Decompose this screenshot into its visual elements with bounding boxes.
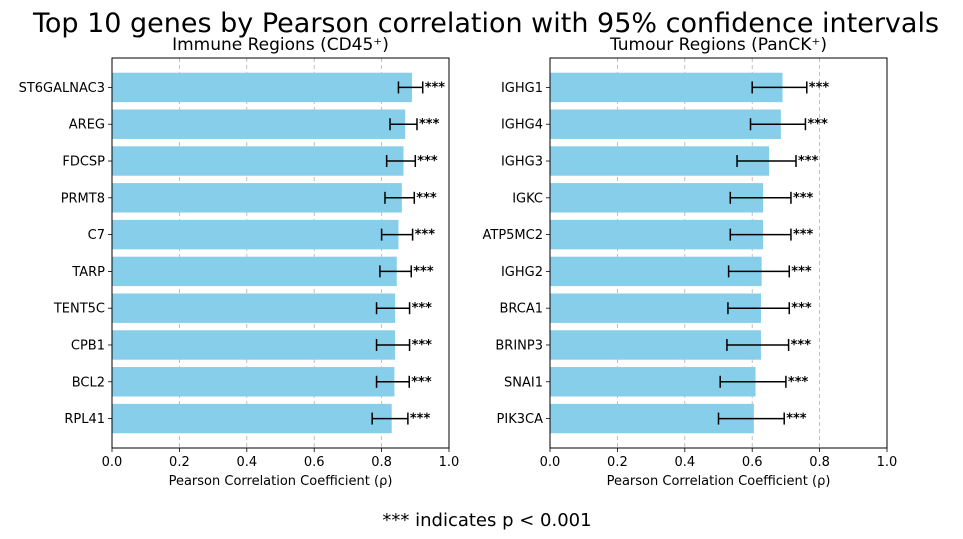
significance-label: *** <box>809 80 830 95</box>
immune-chart: Immune Regions (CD45⁺) 0.0 0.2 0.4 0.6 0.8 1.0… <box>19 35 460 489</box>
bar-brinp3 <box>550 330 761 360</box>
bar-prmt8 <box>112 183 402 213</box>
x-tick-label: 0.4 <box>674 455 695 470</box>
significance-label: *** <box>416 191 437 206</box>
significance-label: *** <box>419 117 440 132</box>
significance-label: *** <box>410 412 431 427</box>
bar-tarp <box>112 256 397 287</box>
significance-label: *** <box>793 228 814 243</box>
significance-label: *** <box>791 338 812 353</box>
category-label: FDCSP <box>62 155 105 170</box>
category-label: PRMT8 <box>61 191 105 206</box>
x-tick-label: 0.0 <box>540 455 561 470</box>
category-label: IGHG4 <box>501 118 543 133</box>
bar-bcl2 <box>112 367 395 397</box>
panel-title: Tumour Regions (PanCK⁺) <box>609 35 827 55</box>
x-tick-label: 0.6 <box>304 455 325 470</box>
bar-ighg4 <box>550 109 781 139</box>
significance-label: *** <box>411 375 432 390</box>
category-label: IGKC <box>512 191 543 206</box>
bar-rpl41 <box>112 403 392 434</box>
category-label: IGHG3 <box>501 155 543 170</box>
bar-fdcsp <box>112 146 404 176</box>
bar-atp5mc2 <box>550 219 763 250</box>
bar-brca1 <box>550 293 761 323</box>
significance-label: *** <box>791 301 812 316</box>
category-label: ST6GALNAC3 <box>19 81 105 96</box>
significance-label: *** <box>415 228 436 243</box>
tumour-chart: Tumour Regions (PanCK⁺) 0.0 0.2 0.4 0.6 0.8 1.… <box>483 35 898 489</box>
significance-label: *** <box>413 264 434 279</box>
x-tick-label: 0.4 <box>236 455 257 470</box>
figure-title: Top 10 genes by Pearson correlation with… <box>32 8 939 39</box>
category-label: RPL41 <box>64 412 105 427</box>
category-label: BCL2 <box>72 375 105 390</box>
bar-areg <box>112 109 406 139</box>
x-tick-label: 1.0 <box>439 455 460 470</box>
bar-tent5c <box>112 293 396 323</box>
x-axis-label: Pearson Correlation Coefficient (ρ) <box>607 474 831 489</box>
x-tick-label: 0.2 <box>607 455 628 470</box>
category-label: BRCA1 <box>499 302 543 317</box>
x-tick-label: 0.0 <box>102 455 123 470</box>
panel-title: Immune Regions (CD45⁺) <box>172 35 389 55</box>
bar-ighg1 <box>550 72 783 103</box>
bar-cpb1 <box>112 330 396 360</box>
category-label: TENT5C <box>53 302 105 317</box>
significance-footnote: *** indicates p < 0.001 <box>382 510 591 531</box>
category-label: C7 <box>88 228 105 243</box>
x-axis-label: Pearson Correlation Coefficient (ρ) <box>169 474 393 489</box>
significance-label: *** <box>807 117 828 132</box>
category-label: BRINP3 <box>495 338 543 353</box>
category-label: TARP <box>71 265 105 280</box>
x-tick-label: 0.6 <box>742 455 763 470</box>
bar-st6galnac3 <box>112 72 412 103</box>
category-label: SNAI1 <box>504 375 543 390</box>
axes-frame <box>549 57 888 449</box>
category-label: IGHG1 <box>501 81 543 96</box>
significance-label: *** <box>798 154 819 169</box>
x-tick-label: 0.8 <box>371 455 392 470</box>
significance-label: *** <box>417 154 438 169</box>
bar-igkc <box>550 183 763 213</box>
x-tick-label: 0.8 <box>809 455 830 470</box>
category-label: CPB1 <box>71 338 105 353</box>
significance-label: *** <box>425 80 446 95</box>
bar-ighg3 <box>550 146 770 176</box>
significance-label: *** <box>412 338 433 353</box>
category-label: PIK3CA <box>497 412 544 427</box>
significance-label: *** <box>788 375 809 390</box>
significance-label: *** <box>791 264 812 279</box>
significance-label: *** <box>793 191 814 206</box>
axes-frame <box>111 57 450 449</box>
significance-label: *** <box>412 301 433 316</box>
category-label: IGHG2 <box>501 265 543 280</box>
bar-c7 <box>112 219 399 250</box>
bar-ighg2 <box>550 256 762 287</box>
category-label: ATP5MC2 <box>483 228 544 243</box>
x-tick-label: 0.2 <box>169 455 190 470</box>
category-label: AREG <box>69 118 105 133</box>
x-tick-label: 1.0 <box>877 455 898 470</box>
significance-label: *** <box>786 412 807 427</box>
